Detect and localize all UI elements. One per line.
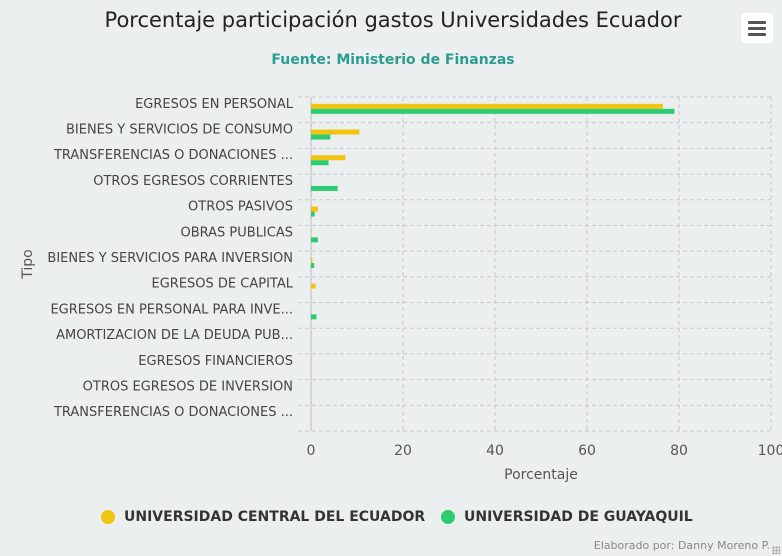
y-tick-label: OTROS EGRESOS CORRIENTES	[93, 174, 293, 189]
y-tick-label: EGRESOS EN PERSONAL PARA INVE...	[50, 302, 293, 317]
bar	[311, 283, 316, 289]
bar	[311, 237, 318, 243]
legend-label: UNIVERSIDAD DE GUAYAQUIL	[464, 509, 693, 525]
legend-item-guayaquil[interactable]: UNIVERSIDAD DE GUAYAQUIL	[441, 509, 693, 525]
bar	[311, 134, 331, 140]
y-tick-label: BIENES Y SERVICIOS PARA INVERSION	[47, 251, 293, 266]
bar	[311, 129, 360, 135]
y-tick-label: TRANSFERENCIAS O DONACIONES ...	[53, 148, 293, 163]
legend-symbol	[101, 510, 115, 524]
y-tick-label: EGRESOS EN PERSONAL	[135, 97, 294, 112]
bar	[311, 263, 315, 268]
y-tick-label: EGRESOS FINANCIEROS	[138, 354, 293, 369]
x-tick-label: 100	[758, 443, 782, 459]
hamburger-menu-icon[interactable]	[741, 13, 773, 43]
y-axis-title: Tipo	[20, 249, 36, 279]
legend-symbol	[441, 510, 455, 524]
bar-chart: 0 20 40 60 80 100 EGRESOS EN PERSONAL BIENES Y …	[20, 96, 782, 483]
y-tick-label: OTROS PASIVOS	[188, 200, 293, 215]
bar	[311, 314, 317, 320]
y-tick-label: BIENES Y SERVICIOS DE CONSUMO	[66, 123, 293, 138]
bar	[311, 206, 318, 212]
bar	[311, 211, 315, 217]
chart-subtitle: Fuente: Ministerio de Finanzas	[271, 52, 515, 68]
bar	[311, 155, 346, 161]
y-tick-label: OTROS EGRESOS DE INVERSION	[83, 379, 293, 394]
y-tick-label: OBRAS PUBLICAS	[180, 225, 293, 240]
credits-text[interactable]: Elaborado por: Danny Moreno P.	[593, 539, 770, 552]
y-tick-label: TRANSFERENCIAS O DONACIONES ...	[53, 405, 293, 420]
x-tick-label: 80	[670, 443, 688, 459]
menu-line	[748, 21, 766, 24]
y-tick-label: EGRESOS DE CAPITAL	[152, 277, 294, 292]
y-tick-label: AMORTIZACION DE LA DEUDA PUB...	[56, 328, 293, 343]
menu-line	[748, 27, 766, 30]
chart-title: Porcentaje participación gastos Universi…	[104, 8, 682, 32]
bar	[311, 258, 313, 263]
x-tick-label: 0	[307, 443, 316, 459]
legend-label: UNIVERSIDAD CENTRAL DEL ECUADOR	[124, 509, 426, 525]
x-tick-label: 20	[394, 443, 412, 459]
bar	[311, 160, 329, 166]
x-tick-label: 40	[486, 443, 504, 459]
resize-handle-icon[interactable]	[772, 546, 780, 554]
x-tick-label: 60	[578, 443, 596, 459]
legend-item-central[interactable]: UNIVERSIDAD CENTRAL DEL ECUADOR	[101, 509, 425, 525]
menu-line	[748, 33, 766, 36]
bar	[311, 103, 663, 109]
bar	[311, 185, 338, 191]
x-axis-title: Porcentaje	[504, 467, 578, 483]
bar	[311, 108, 675, 114]
